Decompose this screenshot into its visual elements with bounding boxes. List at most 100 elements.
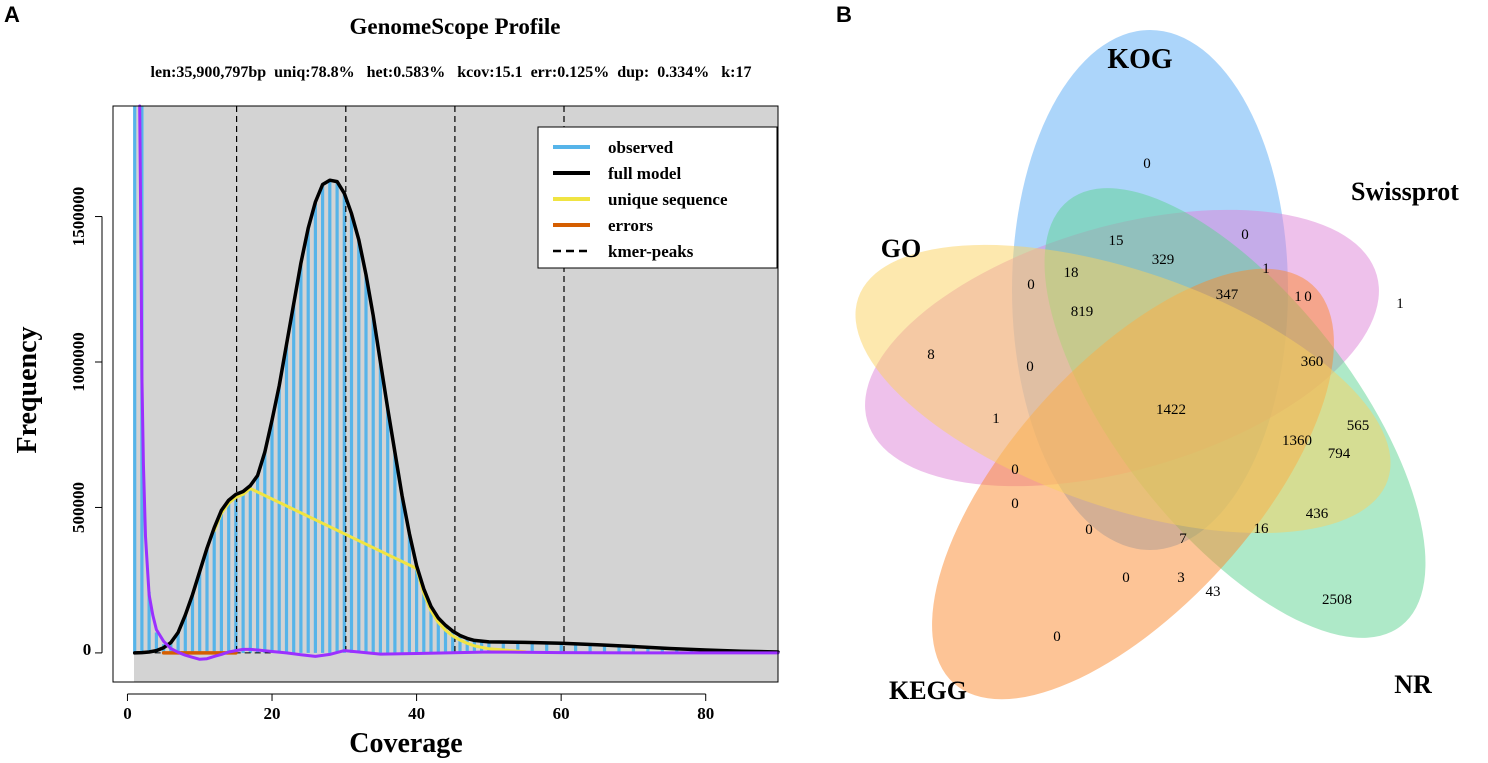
observed-bar: [357, 239, 361, 653]
observed-bar: [371, 315, 375, 653]
venn-region-value: 1: [1396, 296, 1404, 312]
venn-label-nr: NR: [1394, 670, 1432, 699]
legend-label-unique-sequence: unique sequence: [608, 190, 728, 209]
y-tick-label: 0: [83, 640, 92, 659]
venn-region-value: 347: [1216, 287, 1239, 303]
observed-bar: [205, 548, 209, 653]
observed-bar: [588, 644, 592, 653]
venn-region-value: 1422: [1156, 402, 1186, 418]
observed-bar: [400, 495, 404, 653]
y-tick-label: 500000: [69, 482, 88, 533]
observed-bar: [277, 385, 281, 653]
observed-bar: [241, 491, 245, 653]
venn-region-value: 8: [927, 347, 935, 363]
venn-region-value: 329: [1152, 252, 1175, 268]
y-axis-label: Frequency: [12, 326, 43, 453]
legend-label-errors: errors: [608, 216, 653, 235]
chart-subtitle: len:35,900,797bp uniq:78.8% het:0.583% k…: [151, 64, 752, 81]
venn-label-go: GO: [881, 234, 921, 263]
observed-bar: [349, 213, 354, 653]
observed-bar: [617, 645, 621, 653]
observed-bar: [154, 632, 158, 653]
observed-bar: [415, 565, 419, 653]
observed-bar: [545, 643, 549, 653]
venn-region-value: 2508: [1322, 592, 1352, 608]
observed-bar: [660, 648, 664, 653]
observed-bar: [530, 642, 534, 653]
venn-region-value: 0: [1053, 629, 1061, 645]
venn-diagram: [855, 30, 1426, 700]
x-tick-label: 40: [408, 704, 425, 723]
error-curve-line: [138, 104, 780, 661]
unique-sequence-line: [212, 487, 527, 654]
observed-bar: [133, 106, 137, 653]
venn-region-value: 1: [992, 411, 1000, 427]
observed-bar: [263, 452, 267, 653]
venn-region-value: 565: [1347, 418, 1370, 434]
plot-frame: [112, 105, 779, 683]
observed-bar: [342, 193, 346, 653]
venn-region-value: 16: [1254, 521, 1270, 537]
observed-bar: [227, 500, 231, 653]
observed-bar: [443, 625, 448, 653]
venn-region-value: 3: [1177, 570, 1185, 586]
venn-set-labels: KOG Swissprot NR KEGG GO: [881, 44, 1460, 705]
panel-b-label: B: [836, 2, 852, 27]
venn-region-value: 0: [1241, 227, 1249, 243]
venn-region-value: 0: [1304, 289, 1312, 305]
venn-region-value: 436: [1306, 506, 1329, 522]
observed-bar: [378, 362, 382, 653]
observed-bar: [183, 615, 187, 653]
venn-region-value: 1: [1294, 289, 1302, 305]
legend: observed full model unique sequence erro…: [537, 126, 778, 269]
observed-bar: [270, 420, 274, 653]
venn-region-value: 0: [1027, 277, 1035, 293]
observed-bar: [631, 646, 635, 653]
observed-bar: [256, 475, 260, 653]
observed-bar: [328, 180, 332, 653]
y-tick-label: 1500000: [69, 187, 88, 247]
x-tick-label: 80: [697, 704, 714, 723]
observed-bar: [321, 184, 325, 653]
observed-bar: [284, 344, 289, 653]
venn-region-value: 819: [1071, 304, 1094, 320]
venn-region-value: 15: [1109, 233, 1124, 249]
venn-region-value: 0: [1085, 522, 1093, 538]
venn-label-swissprot: Swissprot: [1351, 177, 1459, 206]
observed-bar: [451, 631, 455, 653]
x-tick-label: 60: [553, 704, 570, 723]
observed-bar: [559, 643, 563, 653]
venn-region-value: 1360: [1282, 433, 1312, 449]
observed-bar: [248, 485, 252, 653]
observed-bar: [299, 263, 303, 653]
observed-bar: [198, 571, 202, 653]
observed-bar: [306, 228, 310, 653]
x-tick-label: 0: [123, 704, 132, 723]
venn-region-value: 0: [1026, 359, 1034, 375]
x-axis-label: Coverage: [349, 728, 463, 759]
x-axis: 0 20 40 60 80: [123, 693, 714, 723]
venn-region-value: 0: [1011, 462, 1019, 478]
observed-bar: [465, 638, 469, 653]
venn-region-value: 0: [1011, 496, 1019, 512]
observed-bar: [407, 533, 411, 653]
observed-bar: [393, 452, 397, 653]
observed-bar: [364, 274, 368, 653]
observed-bar: [219, 510, 223, 653]
plot-left-margin: [113, 106, 134, 682]
observed-bar: [574, 643, 578, 653]
venn-region-value: 7: [1179, 531, 1187, 547]
venn-region-value: 360: [1301, 354, 1324, 370]
venn-set-go: [855, 244, 1391, 534]
observed-bar: [335, 181, 339, 653]
observed-bar: [147, 591, 151, 653]
legend-label-kmer-peaks: kmer-peaks: [608, 242, 694, 261]
observed-bar: [436, 618, 440, 653]
model-curves: [132, 104, 780, 661]
observed-bar: [501, 642, 505, 653]
venn-region-value: 0: [1143, 156, 1151, 172]
y-tick-label: 1000000: [69, 332, 88, 392]
observed-bar: [212, 527, 216, 653]
venn-region-value: 0: [1122, 570, 1130, 586]
